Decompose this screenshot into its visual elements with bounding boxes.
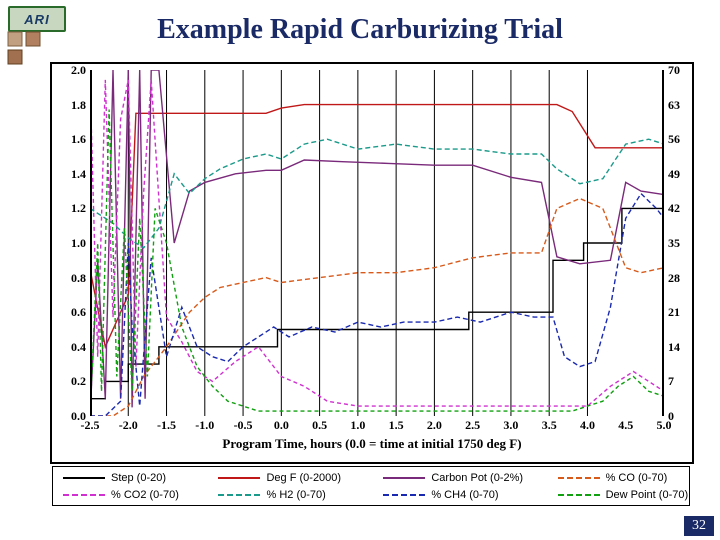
- legend-label: % H2 (0-70): [266, 489, 325, 501]
- xtick: -1.0: [190, 418, 220, 433]
- xtick: -2.0: [113, 418, 143, 433]
- legend-label: Deg F (0-2000): [266, 472, 341, 484]
- xtick: 0.5: [305, 418, 335, 433]
- xtick: 5.0: [649, 418, 679, 433]
- xtick: 3.0: [496, 418, 526, 433]
- ytick-left: 1.0: [56, 236, 86, 251]
- legend-item: % H2 (0-70): [208, 486, 373, 504]
- xtick: 4.5: [611, 418, 641, 433]
- legend-item: % CO2 (0-70): [53, 486, 208, 504]
- legend-swatch: [558, 477, 600, 479]
- xtick: 3.5: [534, 418, 564, 433]
- ytick-left: 0.2: [56, 374, 86, 389]
- slide-title: Example Rapid Carburizing Trial: [0, 14, 720, 46]
- xtick: 4.0: [572, 418, 602, 433]
- ytick-right: 28: [668, 271, 692, 286]
- legend-item: % CO (0-70): [548, 469, 689, 487]
- legend-swatch: [218, 477, 260, 479]
- xtick: 1.5: [381, 418, 411, 433]
- ytick-right: 42: [668, 201, 692, 216]
- chart-legend: Step (0-20) Deg F (0-2000) Carbon Pot (0…: [52, 466, 690, 506]
- ytick-right: 35: [668, 236, 692, 251]
- legend-label: % CH4 (0-70): [431, 489, 498, 501]
- ytick-right: 7: [668, 374, 692, 389]
- legend-item: % CH4 (0-70): [373, 486, 547, 504]
- xtick: -1.5: [152, 418, 182, 433]
- ytick-right: 56: [668, 132, 692, 147]
- ytick-right: 14: [668, 340, 692, 355]
- legend-label: % CO (0-70): [606, 472, 668, 484]
- legend-label: Step (0-20): [111, 472, 166, 484]
- xtick: 2.5: [458, 418, 488, 433]
- xtick: 1.0: [343, 418, 373, 433]
- ytick-left: 1.6: [56, 132, 86, 147]
- chart-container: 0.00.20.40.60.81.01.21.41.61.82.00714212…: [50, 62, 694, 464]
- xtick: -0.5: [228, 418, 258, 433]
- ytick-left: 0.4: [56, 340, 86, 355]
- legend-swatch: [383, 494, 425, 496]
- legend-swatch: [383, 477, 425, 479]
- ytick-right: 21: [668, 305, 692, 320]
- ytick-left: 1.4: [56, 167, 86, 182]
- legend-swatch: [218, 494, 260, 496]
- legend-item: Deg F (0-2000): [208, 469, 373, 487]
- chart-plot-area: [90, 70, 664, 416]
- legend-swatch: [63, 477, 105, 479]
- ytick-left: 0.8: [56, 271, 86, 286]
- ytick-right: 70: [668, 63, 692, 78]
- ytick-left: 1.8: [56, 98, 86, 113]
- xtick: -2.5: [75, 418, 105, 433]
- ytick-right: 49: [668, 167, 692, 182]
- xtick: 0.0: [266, 418, 296, 433]
- legend-label: Dew Point (0-70): [606, 489, 689, 501]
- legend-item: Step (0-20): [53, 469, 208, 487]
- xtick: 2.0: [419, 418, 449, 433]
- ytick-left: 0.6: [56, 305, 86, 320]
- legend-item: Carbon Pot (0-2%): [373, 469, 547, 487]
- ytick-left: 2.0: [56, 63, 86, 78]
- page-number: 32: [684, 516, 714, 536]
- legend-label: % CO2 (0-70): [111, 489, 179, 501]
- ytick-right: 63: [668, 98, 692, 113]
- legend-label: Carbon Pot (0-2%): [431, 472, 523, 484]
- legend-item: Dew Point (0-70): [548, 486, 689, 504]
- legend-swatch: [558, 494, 600, 496]
- ytick-left: 1.2: [56, 201, 86, 216]
- legend-swatch: [63, 494, 105, 496]
- x-axis-label: Program Time, hours (0.0 = time at initi…: [52, 436, 692, 452]
